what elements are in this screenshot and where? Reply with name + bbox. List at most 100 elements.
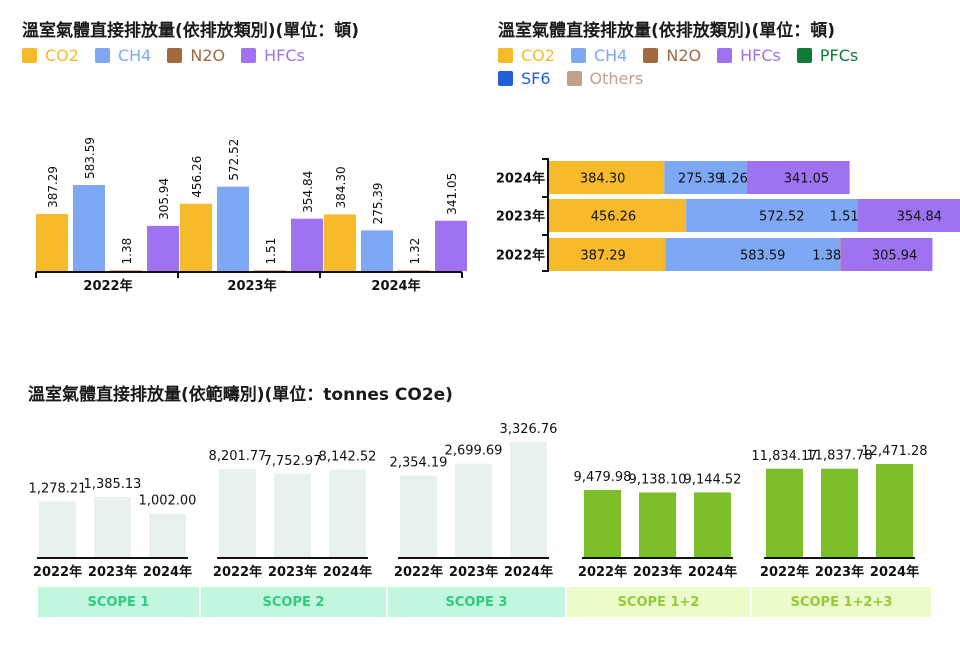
chart1-bar-2023-hfcs [291,218,323,271]
legend-swatch-ch4 [94,48,110,63]
chart1-bar-label: 583.59 [83,137,97,179]
legend-label-hfcs: HFCs [740,46,781,65]
scope-bar-label: 2,354.19 [390,456,448,471]
chart2-bar-label: 341.05 [784,172,830,187]
scope-x-tick: 2023年 [88,564,137,580]
chart2-title: 溫室氣體直接排放量(依排放類別)(單位：頓) [498,21,836,41]
chart1-title: 溫室氣體直接排放量(依排放類別)(單位：頓) [22,21,360,41]
scope-bar-scope-1-2-3-2022 [766,468,803,557]
chart2-y-tick: 2022年 [496,248,545,264]
chart2-bar-2024-n2o [746,161,748,194]
legend-swatch-hfcs [241,48,257,63]
scope-x-tick: 2022年 [578,564,627,580]
chart2-legend-n2o: N2O [643,46,701,65]
scope-bar-label: 11,834.17 [751,449,817,464]
legend-swatch-hfcs [717,48,733,63]
scope-x-tick: 2023年 [633,564,682,580]
scope-x-tick: 2023年 [268,564,317,580]
chart2-legend-others: Others [566,69,643,88]
chart1-legend-ch4: CH4 [94,46,152,65]
scope-x-tick: 2023年 [815,564,864,580]
chart1-bar-label: 1.32 [408,238,422,265]
chart1-bar-label: 572.52 [227,139,241,181]
chart1-bar-label: 387.29 [46,166,60,208]
chart2-bar-2022-co2 [549,238,666,271]
chart1-x-tick: 2023年 [227,278,276,294]
chart2-bar-label: 456.26 [591,210,637,225]
legend-label-ch4: CH4 [117,46,152,65]
chart2-bar-label: 387.29 [580,249,626,264]
chart2-bar-2024-ch4 [664,161,747,194]
chart1-legend-hfcs: HFCs [241,46,305,65]
chart1-bar-2023-n2o [254,270,286,271]
chart1-legend: CO2 CH4 N2O HFCs [22,46,442,65]
chart3-title: 溫室氣體直接排放量(依範疇別)(單位：tonnes CO2e) [28,385,453,405]
chart2-bar-label: 305.94 [872,249,918,264]
scope-bar-scope-1-2023 [94,497,131,557]
scope-bar-scope-2-2024 [329,469,366,557]
legend-swatch-co2 [22,48,37,63]
chart2-bar-2023-hfcs [858,199,960,232]
chart2-bar-label: 1.26 [719,172,748,187]
scope-bar-label: 9,479.98 [574,470,632,485]
scope-bar-label: 8,201.77 [209,449,267,464]
legend-swatch-n2o [643,48,659,63]
scope-bar-scope-3-2023 [455,463,492,557]
scope-band-scope-3: SCOPE 3 [388,587,565,617]
scope-bar-label: 8,142.52 [319,450,377,465]
chart2-bar-label: 384.30 [580,172,626,187]
scope-x-tick: 2024年 [870,564,919,580]
scope-band-scope-1: SCOPE 1 [38,587,199,617]
chart1-bar-2024-hfcs [435,220,467,271]
chart2-bar-2022-ch4 [665,238,841,271]
scope-bar-label: 2,699.69 [445,444,503,459]
legend-swatch-pfcs [796,48,812,63]
scope-bar-scope-1-2-2024 [694,492,731,557]
legend-label-n2o: N2O [190,46,226,65]
legend-label-ch4: CH4 [593,46,628,65]
legend-swatch-others [566,71,582,86]
chart1-legend-co2: CO2 [22,46,79,65]
scope-bar-scope-2-2023 [274,473,311,557]
scope-x-tick: 2022年 [760,564,809,580]
chart1-x-tick: 2022年 [83,278,132,294]
chart2-y-tick: 2024年 [496,171,545,187]
chart2-bar-2024-co2 [549,161,665,194]
legend-swatch-n2o [167,48,183,63]
legend-label-hfcs: HFCs [264,46,305,65]
chart2-legend-sf6: SF6 [498,69,551,88]
chart1-bar-2022-n2o [110,270,142,271]
chart1-bar-2022-ch4 [73,185,105,271]
chart2-bar-2023-n2o [857,199,859,232]
chart2-y-tick: 2023年 [496,209,545,225]
chart1-legend-n2o: N2O [167,46,225,65]
scope-bar-scope-1-2-2023 [639,492,676,557]
legend-swatch-ch4 [570,48,586,63]
scope-bar-label: 7,752.97 [264,454,322,469]
scope-bar-scope-2-2022 [219,469,256,557]
scope-bar-scope-1-2022 [39,501,76,557]
scope-band-scope-1-2: SCOPE 1+2 [567,587,750,617]
scope-x-tick: 2024年 [504,564,553,580]
legend-swatch-sf6 [498,71,513,86]
chart1-bar-2022-hfcs [147,225,179,271]
scope-bar-scope-1-2024 [149,513,186,557]
chart1-bar-2024-co2 [324,214,356,271]
scope-bar-scope-1-2-3-2024 [876,464,913,557]
chart2-legend-co2: CO2 [498,46,555,65]
scope-x-tick: 2023年 [449,564,498,580]
chart2-bar-label: 354.84 [897,210,943,225]
scope-band-scope-1-2-3: SCOPE 1+2+3 [752,587,931,617]
scope-bar-label: 3,326.76 [500,422,558,437]
legend-label-co2: CO2 [521,46,555,65]
scope-x-tick: 2024年 [323,564,372,580]
chart1-x-tick: 2024年 [371,278,420,294]
chart1-bar-label: 456.26 [190,156,204,198]
chart1-bar-label: 275.39 [371,182,385,224]
scope-bar-scope-1-2-3-2023 [821,468,858,557]
scope-bar-label: 1,002.00 [139,494,197,509]
chart2-legend-hfcs: HFCs [717,46,781,65]
scope-band-scope-2: SCOPE 2 [201,587,386,617]
chart2-bar-label: 583.59 [740,249,786,264]
